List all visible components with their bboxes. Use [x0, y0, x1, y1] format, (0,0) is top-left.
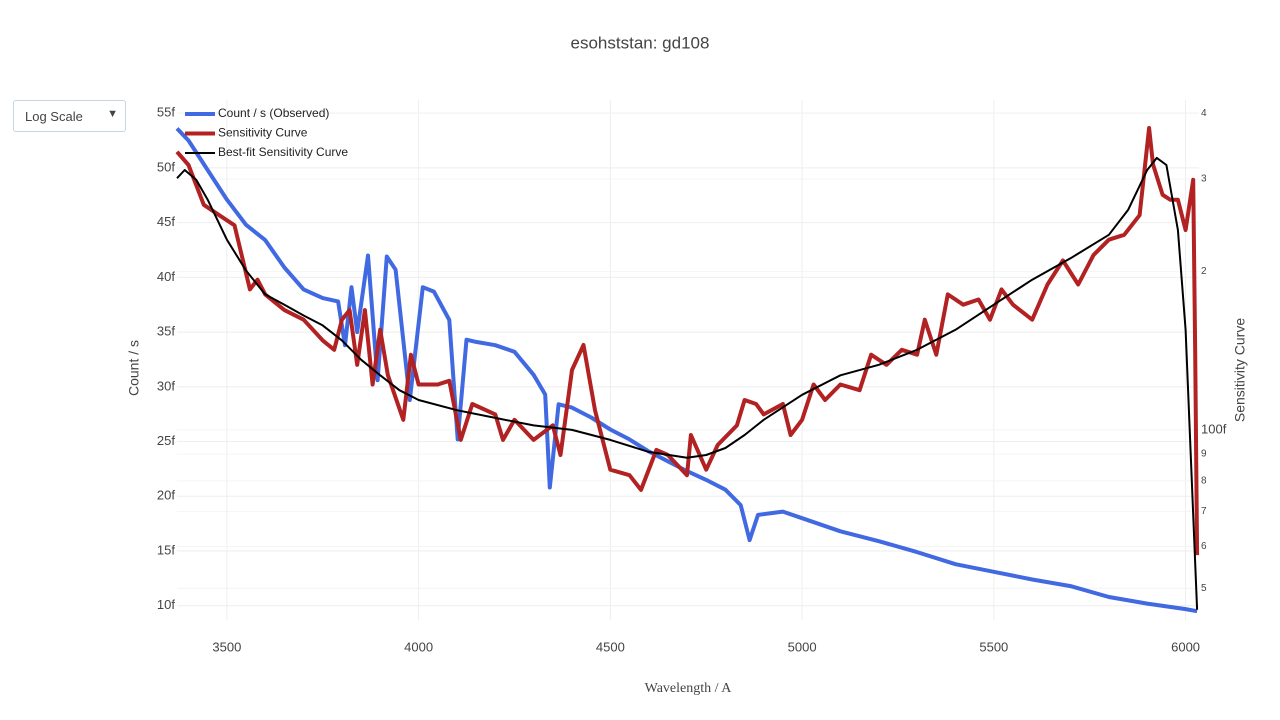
x-tick-label: 4500 [596, 639, 625, 654]
y2-tick-label: 3 [1201, 174, 1207, 185]
y2-axis-title: Sensitivity Curve [1232, 318, 1248, 422]
dropdown-arrow: ▼ [107, 108, 118, 120]
scale-dropdown[interactable]: Log Scale ▼ [13, 100, 126, 132]
legend-label: Best-fit Sensitivity Curve [218, 145, 348, 159]
x-tick-label: 5500 [979, 639, 1008, 654]
plot-area [175, 126, 1200, 614]
y-tick-label: 30f [157, 378, 175, 393]
y-tick-label: 20f [157, 488, 175, 503]
x-tick-label: 4000 [404, 639, 433, 654]
x-tick-label: 5000 [788, 639, 817, 654]
series-line [175, 126, 1200, 556]
x-tick-label: 6000 [1171, 639, 1200, 654]
y2-tick-label: 7 [1201, 506, 1207, 517]
y-tick-label: 40f [157, 269, 175, 284]
y-tick-label: 50f [157, 159, 175, 174]
y-tick-label: 55f [157, 105, 175, 120]
x-tick-label: 3500 [212, 639, 241, 654]
legend: Count / s (Observed) Sensitivity Curve Bes… [185, 106, 348, 159]
y-tick-label: 25f [157, 433, 175, 448]
y2-tick-label: 4 [1201, 108, 1207, 119]
legend-label: Count / s (Observed) [218, 106, 329, 120]
y2-tick-label: 5 [1201, 583, 1207, 594]
grid: 3500 4000 4500 5000 5500 6000 10f 15f 20f 25f 30f 3… [157, 100, 1227, 654]
series-line [176, 156, 1199, 610]
x-axis-title: Wavelength / A [645, 681, 733, 696]
legend-label: Sensitivity Curve [218, 126, 308, 140]
y2-tick-label: 8 [1201, 476, 1207, 487]
y2-tick-label: 2 [1201, 266, 1207, 277]
y2-tick-label: 100f [1201, 421, 1227, 436]
chart-title: esohststan: gd108 [571, 33, 710, 52]
y-tick-label: 35f [157, 324, 175, 339]
y-tick-label: 15f [157, 542, 175, 557]
dropdown-label: Log Scale [25, 109, 83, 124]
series-line [175, 127, 1198, 614]
y-tick-label: 10f [157, 597, 175, 612]
y2-tick-label: 9 [1201, 449, 1207, 460]
y-axis-title: Count / s [126, 340, 142, 396]
y2-tick-label: 6 [1201, 541, 1207, 552]
y-tick-label: 45f [157, 214, 175, 229]
